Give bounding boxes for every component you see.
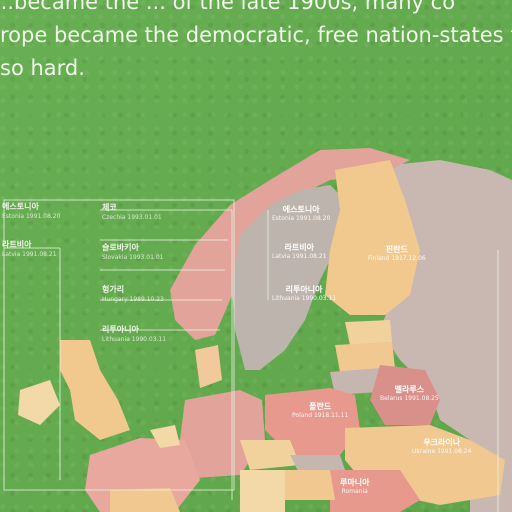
map-label-name: 루마니아 (340, 478, 370, 487)
map-region-lithuania (330, 368, 380, 395)
map-region-estonia (345, 320, 392, 345)
legend-name: 리투아니아 (102, 325, 139, 334)
legend-entry-lithuania: 리투아니아 Lithuania 1990.03.11 (102, 325, 166, 345)
legend-sub: Czechia 1993.01.01 (102, 214, 162, 221)
legend-name: 헝가리 (102, 285, 125, 294)
legend-entry-hungary: 헝가리 Hungary 1989.10.23 (102, 285, 164, 305)
map-label-sub: Poland 1918.11.11 (292, 412, 349, 419)
map-label-sub: Lithuania 1990.03.11 (272, 295, 337, 302)
legend-name: 라트비아 (2, 240, 32, 249)
map-region-belarus (370, 365, 440, 425)
map-region-finland (325, 160, 420, 315)
map-region-poland (265, 388, 360, 455)
map-label-name: 에스토니아 (282, 205, 320, 214)
map-label-poland: 폴란드 Poland 1918.11.11 (292, 402, 348, 420)
legend-name: 에스토니아 (2, 202, 39, 211)
map-region-iberia (110, 488, 180, 512)
legend-name: 슬로바키아 (102, 243, 139, 252)
legend-entry-estonia: 에스토니아 Estonia 1991.08.20 (2, 202, 60, 222)
legend-entry-latvia: 라트비아 Latvia 1991.08.21 (2, 240, 57, 260)
legend-entry-slovakia: 슬로바키아 Slovakia 1993.01.01 (102, 243, 163, 263)
map-region-denmark (195, 345, 222, 388)
map-label-sub: Finland 1917.12.06 (368, 255, 426, 262)
legend-name: 체코 (102, 203, 117, 212)
map-region-sweden (232, 185, 345, 370)
map-label-latvia: 라트비아 Latvia 1991.08.21 (272, 243, 327, 261)
map-region-ireland (18, 380, 60, 425)
paragraph-line-2: rope became the democratic, free nation-… (0, 23, 512, 47)
legend-entry-czechia: 체코 Czechia 1993.01.01 (102, 203, 162, 223)
legend-sub: Estonia 1991.08.20 (2, 213, 61, 220)
map-region-norway (170, 148, 410, 340)
map-label-finland: 핀란드 Finland 1917.12.06 (368, 245, 426, 263)
map-label-belarus: 벨라루스 Belarus 1991.08.25 (380, 385, 439, 403)
map-region-balkans (240, 470, 285, 512)
map-label-name: 핀란드 (385, 245, 408, 254)
map-label-sub: Latvia 1991.08.21 (272, 253, 327, 260)
paragraph-line-3: so hard. (0, 56, 85, 80)
map-region-latvia (335, 342, 395, 372)
map-label-name: 폴란드 (309, 402, 332, 411)
map-label-romania: 루마니아 Romania (340, 478, 369, 496)
map-label-name: 라트비아 (284, 243, 314, 252)
legend-sub: Latvia 1991.08.21 (2, 251, 57, 258)
map-region-romania (330, 470, 420, 512)
legend-sub: Lithuania 1990.03.11 (102, 336, 167, 343)
map-region-germany (180, 390, 265, 478)
exhibit-paragraph: ...became the ... of the late 1900s, man… (0, 0, 512, 85)
map-label-lithuania: 리투아니아 Lithuania 1990.03.11 (272, 285, 336, 303)
paragraph-line-1: ...became the ... of the late 1900s, man… (0, 0, 456, 14)
callout-lines (3, 199, 499, 512)
legend-sub: Hungary 1989.10.23 (102, 296, 164, 303)
legend-sub: Slovakia 1993.01.01 (102, 254, 164, 261)
map-label-name: 리투아니아 (285, 285, 323, 294)
map-region-small-islands (150, 425, 180, 448)
map-label-estonia: 에스토니아 Estonia 1991.08.20 (272, 205, 330, 223)
map-label-sub: Estonia 1991.08.20 (272, 215, 331, 222)
map-label-sub: Ukraine 1991.08.24 (412, 448, 472, 455)
map-label-sub: Belarus 1991.08.25 (380, 395, 439, 402)
map-region-great-britain (60, 340, 130, 440)
map-region-hungary (285, 470, 335, 500)
map-label-name: 우크라이나 (423, 438, 461, 447)
map-region-czechia (240, 440, 300, 470)
map-label-ukraine: 우크라이나 Ukraine 1991.08.24 (412, 438, 471, 456)
map-label-sub: Romania (341, 488, 368, 495)
map-label-name: 벨라루스 (394, 385, 425, 394)
